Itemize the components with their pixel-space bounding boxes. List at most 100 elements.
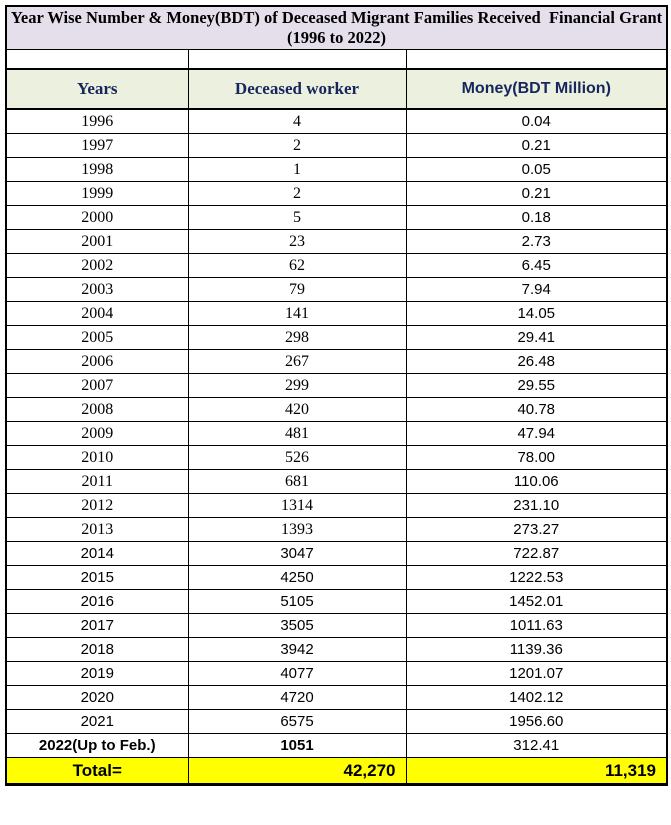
table-row: 1997 2 0.21 [5, 133, 668, 158]
money-cell: 231.10 [405, 493, 668, 518]
total-money-value: 11,319 [405, 757, 668, 785]
money-cell: 29.55 [405, 373, 668, 398]
money-cell: 0.21 [405, 181, 668, 206]
money-cell: 14.05 [405, 301, 668, 326]
deceased-worker-cell: 420 [187, 397, 407, 422]
money-cell: 273.27 [405, 517, 668, 542]
table-row: 2017 3505 1011.63 [5, 613, 668, 638]
year-cell: 2021 [5, 709, 189, 734]
year-cell: 2001 [5, 229, 189, 254]
table-row: 2001 23 2.73 [5, 229, 668, 254]
year-cell: 2004 [5, 301, 189, 326]
table-row: 2021 6575 1956.60 [5, 709, 668, 734]
money-cell: 47.94 [405, 421, 668, 446]
money-cell: 0.21 [405, 133, 668, 158]
table-body: 1996 4 0.04 1997 2 0.21 1998 1 0.05 1999… [5, 108, 668, 758]
table-row: 2020 4720 1402.12 [5, 685, 668, 710]
year-cell: 2013 [5, 517, 189, 542]
deceased-worker-cell: 2 [187, 133, 407, 158]
money-cell: 1201.07 [405, 661, 668, 686]
year-cell: 2002 [5, 253, 189, 278]
table-row: 2000 5 0.18 [5, 205, 668, 230]
deceased-worker-cell: 5105 [187, 589, 407, 614]
year-cell: 2011 [5, 469, 189, 494]
deceased-worker-cell: 267 [187, 349, 407, 374]
deceased-worker-cell: 681 [187, 469, 407, 494]
year-cell: 2006 [5, 349, 189, 374]
year-cell: 2014 [5, 541, 189, 566]
deceased-worker-cell: 62 [187, 253, 407, 278]
title-row: Year Wise Number & Money(BDT) of Decease… [5, 5, 668, 50]
money-cell: 40.78 [405, 397, 668, 422]
page-title: Year Wise Number & Money(BDT) of Decease… [5, 5, 668, 50]
table-row: 2006 267 26.48 [5, 349, 668, 374]
deceased-worker-cell: 1314 [187, 493, 407, 518]
money-cell: 110.06 [405, 469, 668, 494]
year-cell: 2003 [5, 277, 189, 302]
money-cell: 26.48 [405, 349, 668, 374]
year-cell: 2019 [5, 661, 189, 686]
deceased-worker-cell: 4077 [187, 661, 407, 686]
year-cell: 2007 [5, 373, 189, 398]
table-row: 2014 3047 722.87 [5, 541, 668, 566]
table-row: 1996 4 0.04 [5, 108, 668, 134]
deceased-worker-cell: 298 [187, 325, 407, 350]
table-row: 2002 62 6.45 [5, 253, 668, 278]
table-row: 2011 681 110.06 [5, 469, 668, 494]
year-cell: 1996 [5, 108, 189, 134]
money-cell: 7.94 [405, 277, 668, 302]
deceased-worker-cell: 1 [187, 157, 407, 182]
money-cell: 78.00 [405, 445, 668, 470]
money-cell: 0.04 [405, 108, 668, 134]
total-label: Total= [5, 757, 189, 785]
spacer-row [5, 49, 668, 70]
deceased-worker-cell: 4720 [187, 685, 407, 710]
money-cell: 6.45 [405, 253, 668, 278]
money-cell: 1402.12 [405, 685, 668, 710]
money-cell: 0.05 [405, 157, 668, 182]
deceased-worker-cell: 5 [187, 205, 407, 230]
table-row: 2007 299 29.55 [5, 373, 668, 398]
table-row: 2012 1314 231.10 [5, 493, 668, 518]
year-cell: 2017 [5, 613, 189, 638]
table-row: 2008 420 40.78 [5, 397, 668, 422]
column-header-deceased-worker: Deceased worker [187, 68, 407, 110]
year-cell: 1999 [5, 181, 189, 206]
table-row: 2018 3942 1139.36 [5, 637, 668, 662]
money-cell: 1956.60 [405, 709, 668, 734]
table-row: 2016 5105 1452.01 [5, 589, 668, 614]
deceased-worker-cell: 1393 [187, 517, 407, 542]
deceased-worker-cell: 3047 [187, 541, 407, 566]
column-header-years: Years [5, 68, 189, 110]
deceased-worker-cell: 4 [187, 108, 407, 134]
year-cell: 2016 [5, 589, 189, 614]
header-row: Years Deceased worker Money(BDT Million) [5, 68, 668, 110]
table-row: 2009 481 47.94 [5, 421, 668, 446]
year-cell: 2020 [5, 685, 189, 710]
year-cell: 2008 [5, 397, 189, 422]
deceased-worker-cell: 141 [187, 301, 407, 326]
deceased-worker-cell: 299 [187, 373, 407, 398]
total-workers-value: 42,270 [187, 757, 407, 785]
table-row: 1998 1 0.05 [5, 157, 668, 182]
deceased-worker-cell: 526 [187, 445, 407, 470]
year-cell: 2018 [5, 637, 189, 662]
deceased-worker-cell: 1051 [187, 733, 407, 758]
table-row: 2004 141 14.05 [5, 301, 668, 326]
table-row: 2015 4250 1222.53 [5, 565, 668, 590]
deceased-worker-cell: 4250 [187, 565, 407, 590]
deceased-worker-cell: 481 [187, 421, 407, 446]
table-row: 2019 4077 1201.07 [5, 661, 668, 686]
money-cell: 1222.53 [405, 565, 668, 590]
table-row: 2010 526 78.00 [5, 445, 668, 470]
money-cell: 312.41 [405, 733, 668, 758]
year-cell: 1997 [5, 133, 189, 158]
spacer-cell [5, 49, 189, 70]
deceased-worker-cell: 6575 [187, 709, 407, 734]
money-cell: 722.87 [405, 541, 668, 566]
money-cell: 1139.36 [405, 637, 668, 662]
deceased-worker-cell: 2 [187, 181, 407, 206]
table-row: 2022(Up to Feb.) 1051 312.41 [5, 733, 668, 758]
money-cell: 1011.63 [405, 613, 668, 638]
